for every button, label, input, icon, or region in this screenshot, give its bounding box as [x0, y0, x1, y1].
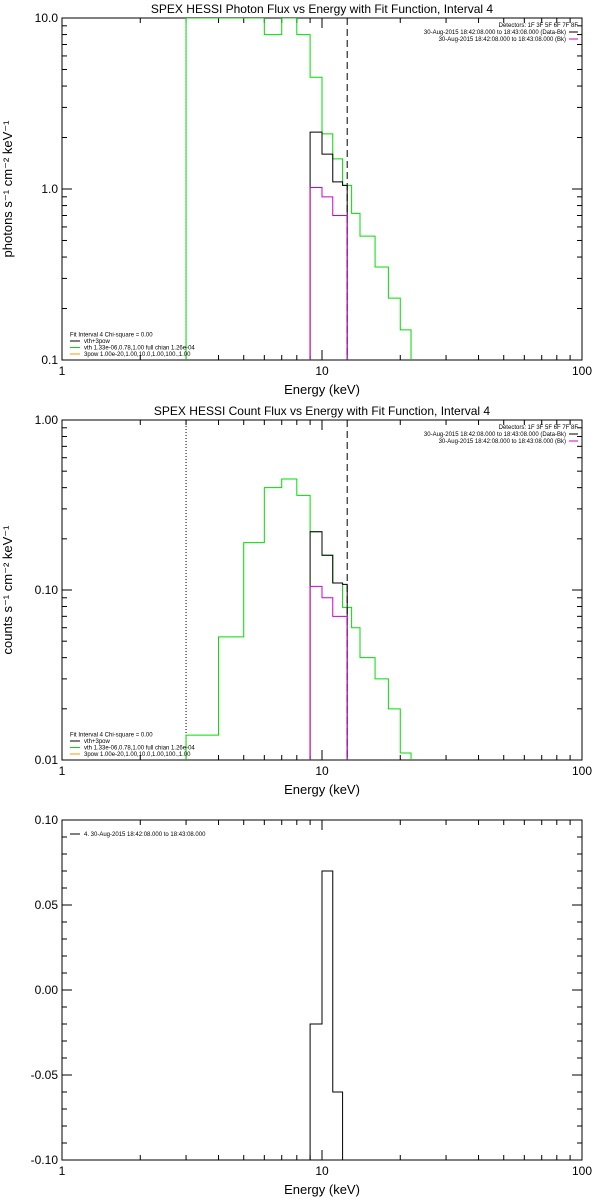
legend-item: 30-Aug-2015 18:42:08.000 to 18:43:08.000… — [424, 432, 566, 438]
series-green-line — [185, 18, 412, 360]
series-black-line — [309, 131, 348, 360]
fit-legend-header: Fit Interval 4 Chi-square = 0.00 — [70, 333, 153, 339]
plot-area — [309, 870, 348, 1160]
y-axis-label: counts s⁻¹ cm⁻² keV⁻¹ — [0, 525, 15, 655]
chart-panel-1: SPEX HESSI Photon Flux vs Energy with Fi… — [0, 2, 592, 397]
series-green-line — [185, 478, 412, 760]
series-magenta-line — [309, 187, 348, 360]
legend-item: 4. 30-Aug-2015 18:42:08.000 to 18:43:08.… — [84, 832, 206, 838]
plot-area — [185, 18, 412, 360]
chart-title: SPEX HESSI Count Flux vs Energy with Fit… — [154, 404, 490, 418]
y-tick-label: 10.0 — [35, 11, 59, 25]
series-black-line — [309, 870, 348, 1160]
chart-panel-3: 1 10 100 -0.10 -0.05 0.00 0.05 0.10 Energy (keV)… — [31, 813, 593, 1197]
x-tick-label: 100 — [572, 364, 592, 378]
y-tick-label: 0.05 — [35, 898, 59, 912]
x-tick-label: 1 — [59, 364, 66, 378]
fit-legend-item: 3pow 1.00e-20,1.00,10.0,1.00,100.,1.00 — [84, 752, 191, 758]
series-black-line — [309, 531, 348, 760]
x-tick-label: 10 — [315, 1164, 329, 1178]
y-tick-label: 0.10 — [35, 583, 59, 597]
chart-panel-2: SPEX HESSI Count Flux vs Energy with Fit… — [0, 404, 592, 797]
y-tick-label: 0.00 — [35, 983, 59, 997]
x-tick-label: 10 — [315, 364, 329, 378]
fit-legend-item: vth+3pow — [84, 339, 111, 345]
chart-title: SPEX HESSI Photon Flux vs Energy with Fi… — [151, 2, 493, 16]
fit-legend-item: vth 1.33e-06,0.78,1.00 full chian 1.26e-… — [84, 746, 195, 752]
x-axis-label: Energy (keV) — [284, 782, 360, 797]
y-tick-label: -0.10 — [31, 1153, 59, 1167]
y-tick-label: 0.01 — [35, 753, 59, 767]
fit-legend-header: Fit Interval 4 Chi-square = 0.00 — [70, 733, 153, 739]
y-axis-label: photons s⁻¹ cm⁻² keV⁻¹ — [0, 120, 15, 258]
y-tick-label: 1.0 — [41, 182, 58, 196]
fit-legend-item: 3pow 1.00e-20,1.00,10.0,1.00,100.,1.00 — [84, 352, 191, 358]
x-tick-label: 1 — [59, 1164, 66, 1178]
legend-header: Detectors: 1F 3F 5F 6F 7F 8F — [499, 23, 579, 29]
x-tick-label: 10 — [315, 764, 329, 778]
x-tick-label: 100 — [572, 1164, 592, 1178]
x-tick-label: 1 — [59, 764, 66, 778]
y-tick-label: 1.00 — [35, 413, 59, 427]
y-tick-label: 0.1 — [41, 353, 58, 367]
legend-item: 30-Aug-2015 18:42:08.000 to 18:43:08.000… — [439, 37, 566, 43]
y-tick-label: 0.10 — [35, 813, 59, 827]
plot-area — [185, 420, 412, 760]
series-magenta-line — [309, 585, 348, 760]
fit-legend-item: vth 1.33e-06,0.78,1.00 full chian 1.26e-… — [84, 346, 195, 352]
legend-item: 30-Aug-2015 18:42:08.000 to 18:43:08.000… — [424, 30, 566, 36]
legend-header: Detectors: 1F 3F 5F 6F 7F 8F — [499, 425, 579, 431]
x-axis-label: Energy (keV) — [284, 382, 360, 397]
y-tick-label: -0.05 — [31, 1068, 59, 1082]
x-axis-label: Energy (keV) — [284, 1182, 360, 1197]
legend-item: 30-Aug-2015 18:42:08.000 to 18:43:08.000… — [439, 439, 566, 445]
x-tick-label: 100 — [572, 764, 592, 778]
fit-legend-item: vth+3pow — [84, 739, 111, 745]
